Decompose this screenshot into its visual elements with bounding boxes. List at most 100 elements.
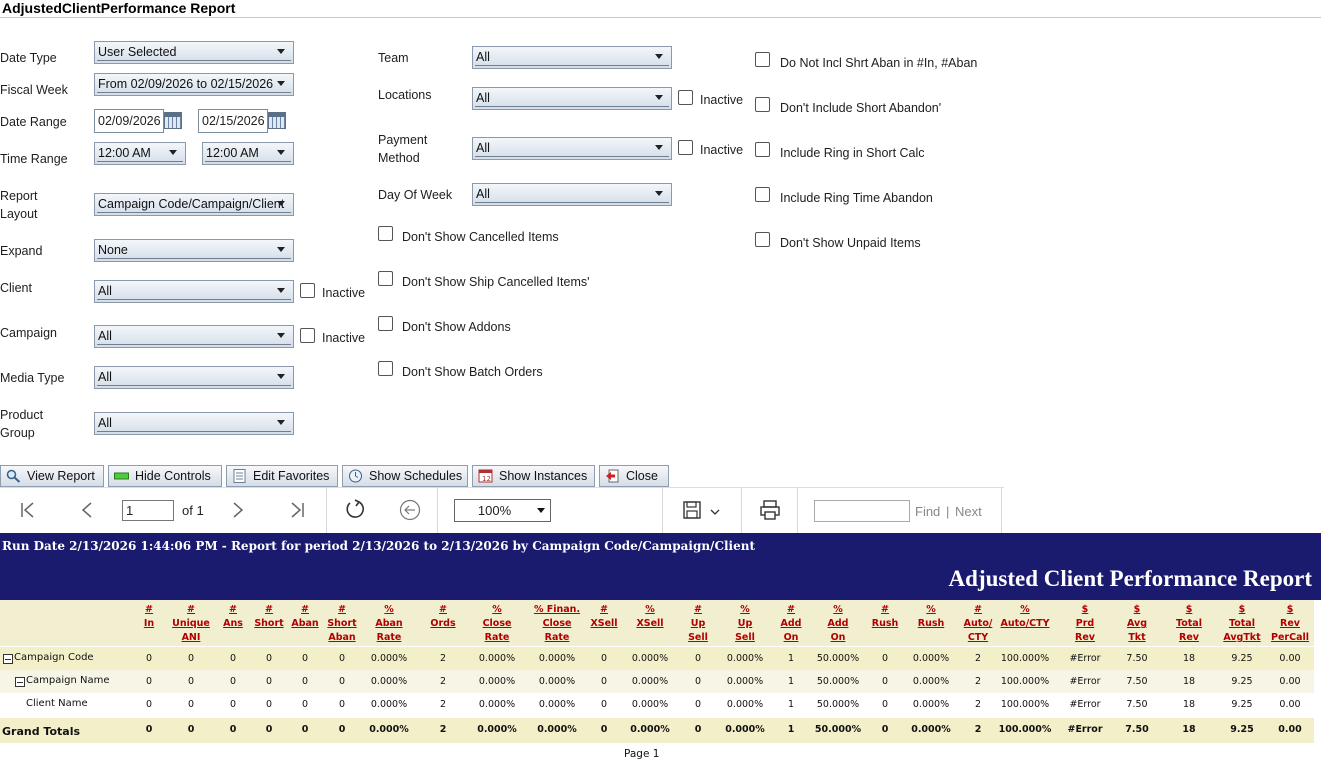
date-type-dropdown[interactable]: User Selected [94, 41, 294, 64]
table-cell: 0.000% [370, 676, 408, 687]
column-header[interactable]: # Ans [223, 603, 243, 631]
column-header[interactable]: # Unique ANI [172, 603, 210, 645]
save-export-icon[interactable] [683, 501, 723, 521]
column-header[interactable]: # Auto/CTY [964, 603, 993, 645]
campaign-inactive-checkbox[interactable] [300, 328, 315, 343]
column-header[interactable]: # Up Sell [688, 603, 708, 645]
column-header[interactable]: % Auto/CTY [1001, 603, 1050, 631]
collapse-toggle-icon[interactable] [15, 677, 25, 687]
date-range-label: Date Range [0, 115, 67, 129]
column-header[interactable]: # Rush [872, 603, 899, 631]
payment-method-dropdown[interactable]: All [472, 137, 672, 160]
toolbar-separator [662, 487, 663, 533]
column-header[interactable]: $ Avg Tkt [1127, 603, 1147, 645]
day-of-week-label: Day Of Week [378, 188, 453, 202]
expand-dropdown[interactable]: None [94, 239, 294, 262]
next-button[interactable]: Next [955, 504, 982, 519]
column-header[interactable]: % Add On [828, 603, 849, 645]
column-header[interactable]: % Finan. Close Rate [534, 603, 580, 645]
column-header[interactable]: % XSell [636, 603, 663, 631]
next-page-icon[interactable] [229, 501, 247, 519]
table-cell: 0 [265, 676, 273, 687]
date-range-end[interactable]: 02/15/2026 [198, 109, 268, 133]
dont-show-ship-cancelled-checkbox[interactable] [378, 271, 393, 286]
table-cell: 2 [439, 653, 447, 664]
view-report-button[interactable]: View Report [0, 465, 104, 487]
media-type-dropdown[interactable]: All [94, 366, 294, 389]
show-schedules-button[interactable]: Show Schedules [342, 465, 468, 487]
locations-dropdown[interactable]: All [472, 87, 672, 110]
page-number-input[interactable]: 1 [122, 500, 174, 521]
table-cell: 0.000% [725, 724, 765, 735]
column-header[interactable]: $ Rev PerCall [1271, 603, 1309, 645]
include-ring-time-abandon-checkbox[interactable] [755, 187, 770, 202]
column-header[interactable]: % Up Sell [735, 603, 755, 645]
table-cell: 9.25 [1231, 676, 1253, 687]
search-icon [6, 469, 21, 483]
column-header[interactable]: # Add On [781, 603, 802, 645]
calendar-icon[interactable] [268, 112, 286, 129]
team-dropdown[interactable]: All [472, 46, 672, 69]
product-group-dropdown[interactable]: All [94, 412, 294, 435]
client-dropdown[interactable]: All [94, 280, 294, 303]
column-header[interactable]: # Ords [430, 603, 455, 631]
column-header-line: % Finan. [533, 604, 581, 615]
date-range-start[interactable]: 02/09/2026 [94, 109, 164, 133]
column-header[interactable]: % Rush [918, 603, 945, 631]
no-short-aban-checkbox[interactable] [755, 52, 770, 67]
column-header-line: # [338, 604, 346, 615]
show-instances-button[interactable]: 12 Show Instances [472, 465, 595, 487]
client-inactive-checkbox[interactable] [300, 283, 315, 298]
day-of-week-dropdown[interactable]: All [472, 183, 672, 206]
dont-show-cancelled-checkbox[interactable] [378, 226, 393, 241]
find-button[interactable]: Find [915, 504, 941, 519]
fiscal-week-label: Fiscal Week [0, 83, 68, 97]
column-header-line: AvgTkt [1223, 632, 1261, 643]
column-header-line: $ [1185, 604, 1193, 615]
first-page-icon[interactable] [19, 501, 37, 519]
column-header[interactable]: # Short [254, 603, 283, 631]
report-layout-dropdown[interactable]: Campaign Code/Campaign/Client [94, 193, 294, 216]
column-header[interactable]: $ Total AvgTkt [1223, 603, 1260, 645]
time-range-start-dropdown[interactable]: 12:00 AM [94, 142, 186, 165]
column-header[interactable]: # XSell [590, 603, 617, 631]
zoom-select[interactable]: 100% [454, 499, 551, 522]
dont-show-batch-orders-checkbox[interactable] [378, 361, 393, 376]
table-cell: 0 [145, 653, 153, 664]
previous-page-icon[interactable] [78, 501, 96, 519]
column-header[interactable]: $ Total Rev [1176, 603, 1202, 645]
payment-method-inactive-checkbox[interactable] [678, 140, 693, 155]
locations-inactive-checkbox[interactable] [678, 90, 693, 105]
calendar-icon[interactable] [164, 112, 182, 129]
toolbar-separator [1001, 487, 1002, 533]
edit-favorites-button[interactable]: Edit Favorites [226, 465, 338, 487]
fiscal-week-dropdown[interactable]: From 02/09/2026 to 02/15/2026 [94, 73, 294, 96]
dont-show-addons-checkbox[interactable] [378, 316, 393, 331]
column-header[interactable]: # In [144, 603, 154, 631]
campaign-dropdown[interactable]: All [94, 325, 294, 348]
refresh-icon[interactable] [343, 498, 367, 522]
time-range-end-dropdown[interactable]: 12:00 AM [202, 142, 294, 165]
dont-include-short-abandon-checkbox[interactable] [755, 97, 770, 112]
column-header[interactable]: % Aban Rate [375, 603, 402, 645]
find-input[interactable] [814, 500, 910, 522]
table-cell: 0.000% [726, 699, 764, 710]
column-header[interactable]: $ Prd Rev [1075, 603, 1095, 645]
last-page-icon[interactable] [288, 501, 306, 519]
column-header[interactable]: # Aban [291, 603, 318, 631]
include-ring-short-calc-checkbox[interactable] [755, 142, 770, 157]
back-icon[interactable] [399, 499, 421, 521]
hide-controls-button[interactable]: Hide Controls [108, 465, 222, 487]
column-header[interactable]: # Short Aban [327, 603, 356, 645]
table-cell: 1 [787, 699, 795, 710]
dont-show-unpaid-checkbox[interactable] [755, 232, 770, 247]
dont-show-batch-orders-label: Don't Show Batch Orders [402, 365, 543, 379]
column-header-line: XSell [590, 618, 618, 629]
collapse-toggle-icon[interactable] [3, 654, 13, 664]
print-icon[interactable] [759, 499, 781, 521]
table-cell: 0 [145, 724, 153, 735]
table-cell: 9.25 [1230, 724, 1254, 735]
close-button[interactable]: Close [599, 465, 669, 487]
column-header[interactable]: % Close Rate [483, 603, 512, 645]
table-cell: 0.000% [911, 724, 951, 735]
